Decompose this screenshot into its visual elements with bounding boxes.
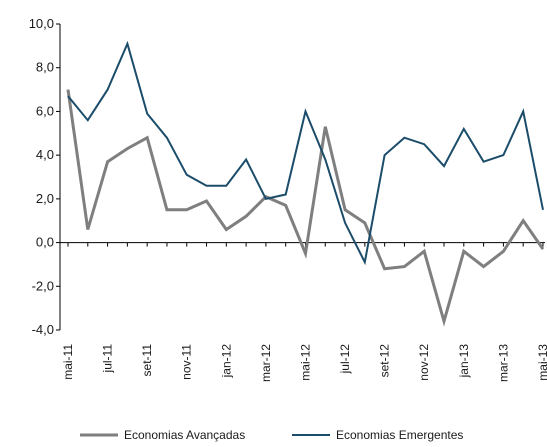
x-tick-label: mai-12 [298, 344, 312, 381]
y-tick-label: 4,0 [36, 147, 54, 162]
y-tick-label: 8,0 [36, 60, 54, 75]
x-tick-label: mai-11 [61, 344, 75, 380]
x-tick-label: set-11 [140, 344, 154, 377]
legend-label: Economias Avançadas [124, 428, 245, 442]
legend-item-avancadas: Economias Avançadas [80, 428, 245, 442]
y-tick-label: 2,0 [36, 191, 54, 206]
x-tick-label: jan-12 [219, 344, 233, 379]
y-tick-labels: 10,0 8,0 6,0 4,0 2,0 0,0 -2,0 -4,0 [29, 16, 54, 337]
series-line-avancadas [66, 89, 545, 327]
x-tick-label: nov-12 [417, 344, 431, 381]
y-tick-label: 0,0 [36, 235, 54, 250]
x-tick-label: jan-13 [457, 344, 471, 379]
y-tick-label: 6,0 [36, 103, 54, 118]
y-tick-label: 10,0 [29, 16, 54, 31]
legend: Economias Avançadas Economias Emergentes [80, 428, 463, 442]
y-tick-label: -2,0 [32, 278, 54, 293]
series-line-emergentes [67, 40, 544, 266]
x-tick-labels: mai-11 jul-11 set-11 nov-11 jan-12 mar-12 mai-… [61, 344, 547, 382]
x-tick-label: mar-12 [259, 344, 273, 382]
legend-item-emergentes: Economias Emergentes [292, 428, 463, 442]
x-tick-label: mai-13 [536, 344, 547, 381]
series-lines [66, 40, 545, 327]
x-tick-label: jul-11 [101, 344, 115, 374]
x-tick-label: jul-12 [338, 344, 352, 375]
x-tick-label: nov-11 [180, 344, 194, 380]
y-tick-label: -4,0 [32, 322, 54, 337]
axes [56, 23, 545, 331]
x-tick-label: mar-13 [496, 344, 510, 382]
x-tick-label: set-12 [378, 344, 392, 378]
legend-label: Economias Emergentes [336, 428, 463, 442]
